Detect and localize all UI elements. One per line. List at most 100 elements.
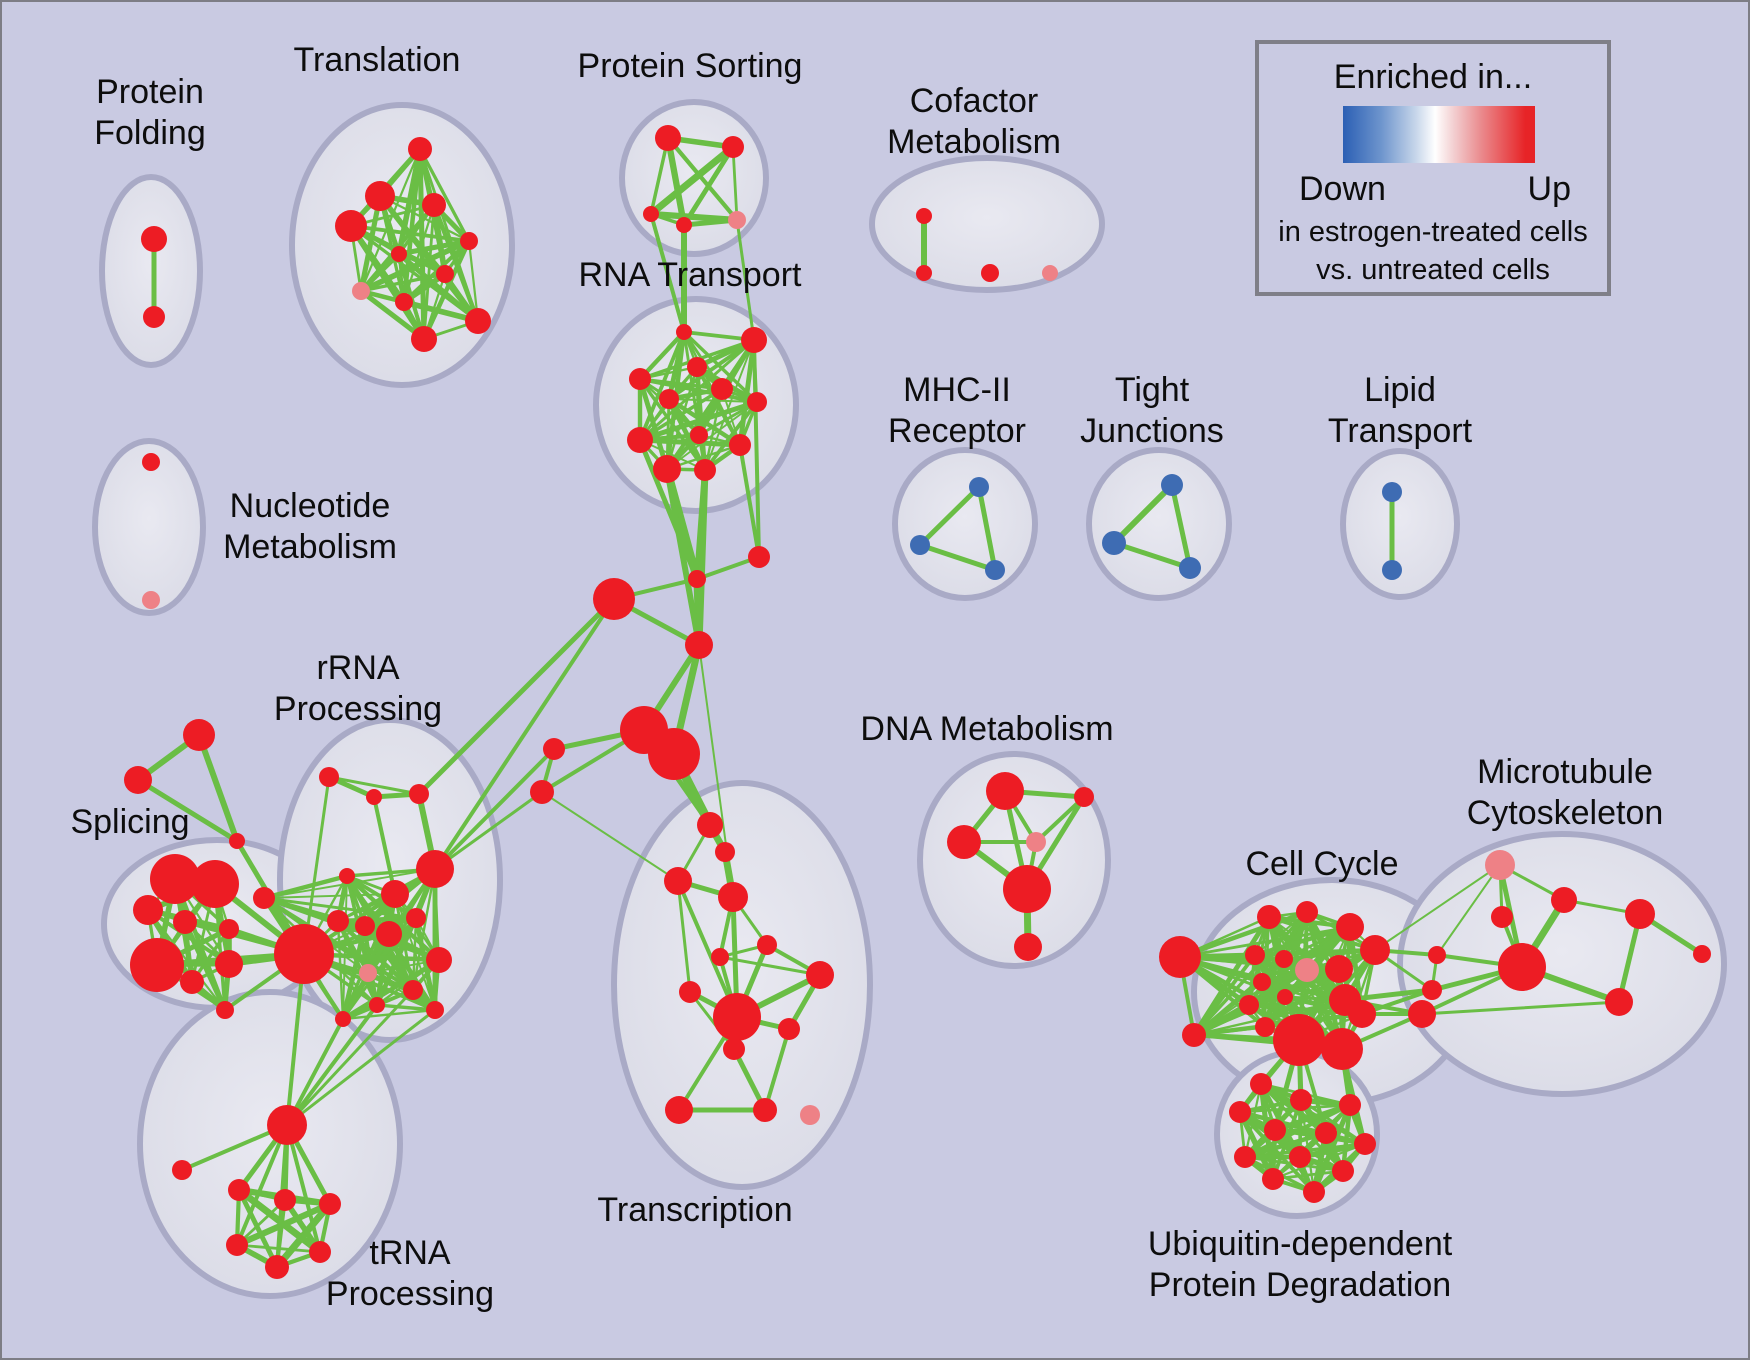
tl10-node[interactable]: [411, 326, 437, 352]
mt2-node[interactable]: [1491, 906, 1513, 928]
rr13-node[interactable]: [359, 964, 377, 982]
ub6-node[interactable]: [1354, 1133, 1376, 1155]
cc15-node[interactable]: [1255, 1017, 1275, 1037]
cn0-node[interactable]: [593, 578, 635, 620]
ub10-node[interactable]: [1262, 1168, 1284, 1190]
dn0-node[interactable]: [986, 772, 1024, 810]
cc7-node[interactable]: [1295, 958, 1319, 982]
dn5-node[interactable]: [1014, 933, 1042, 961]
sp4-node[interactable]: [219, 919, 239, 939]
rr14-node[interactable]: [403, 980, 423, 1000]
cc2-node[interactable]: [1257, 905, 1281, 929]
tx3-node[interactable]: [718, 882, 748, 912]
st2-node[interactable]: [229, 833, 245, 849]
sp6-node[interactable]: [180, 970, 204, 994]
rt5-node[interactable]: [659, 389, 679, 409]
rr7-node[interactable]: [327, 910, 349, 932]
cn5-node[interactable]: [648, 728, 700, 780]
rr11-node[interactable]: [274, 924, 334, 984]
tj0-node[interactable]: [1161, 474, 1183, 496]
pf1-node[interactable]: [143, 306, 165, 328]
cc17-node[interactable]: [1321, 1028, 1363, 1070]
mh0-node[interactable]: [969, 477, 989, 497]
ub2-node[interactable]: [1339, 1094, 1361, 1116]
ub3-node[interactable]: [1229, 1101, 1251, 1123]
dn1-node[interactable]: [947, 825, 981, 859]
ps3-node[interactable]: [676, 217, 692, 233]
tr2-node[interactable]: [228, 1179, 250, 1201]
tx10-node[interactable]: [723, 1038, 745, 1060]
nm0-node[interactable]: [142, 453, 160, 471]
tl6-node[interactable]: [436, 265, 454, 283]
sp1-node[interactable]: [191, 860, 239, 908]
rt6-node[interactable]: [747, 392, 767, 412]
rt2-node[interactable]: [687, 357, 707, 377]
tj2-node[interactable]: [1179, 557, 1201, 579]
tx7-node[interactable]: [679, 981, 701, 1003]
mh2-node[interactable]: [985, 560, 1005, 580]
rr1-node[interactable]: [366, 789, 382, 805]
mt6-node[interactable]: [1605, 988, 1633, 1016]
ub7-node[interactable]: [1234, 1146, 1256, 1168]
rr0-node[interactable]: [319, 767, 339, 787]
rr16-node[interactable]: [335, 1011, 351, 1027]
rt7-node[interactable]: [690, 426, 708, 444]
rt8-node[interactable]: [627, 427, 653, 453]
tr5-node[interactable]: [226, 1234, 248, 1256]
cf2-node[interactable]: [981, 264, 999, 282]
lp1-node[interactable]: [1382, 560, 1402, 580]
lp0-node[interactable]: [1382, 482, 1402, 502]
rr9-node[interactable]: [376, 921, 402, 947]
cc5-node[interactable]: [1245, 945, 1265, 965]
rt1-node[interactable]: [741, 327, 767, 353]
rr2-node[interactable]: [409, 784, 429, 804]
ub5-node[interactable]: [1315, 1122, 1337, 1144]
tj1-node[interactable]: [1102, 531, 1126, 555]
cc12-node[interactable]: [1239, 995, 1259, 1015]
mt8-node[interactable]: [1693, 945, 1711, 963]
ub11-node[interactable]: [1303, 1181, 1325, 1203]
rr17-node[interactable]: [426, 1001, 444, 1019]
tr4-node[interactable]: [319, 1193, 341, 1215]
tl8-node[interactable]: [395, 293, 413, 311]
tx12-node[interactable]: [753, 1098, 777, 1122]
cc3-node[interactable]: [1296, 901, 1318, 923]
rt10-node[interactable]: [653, 455, 681, 483]
rt0-node[interactable]: [676, 324, 692, 340]
rr12-node[interactable]: [426, 947, 452, 973]
rt9-node[interactable]: [729, 434, 751, 456]
cc9-node[interactable]: [1360, 935, 1390, 965]
rt11-node[interactable]: [694, 459, 716, 481]
cn7-node[interactable]: [530, 780, 554, 804]
cc6-node[interactable]: [1275, 950, 1293, 968]
cc0-node[interactable]: [1159, 936, 1201, 978]
dn3-node[interactable]: [1026, 832, 1046, 852]
ub4-node[interactable]: [1264, 1119, 1286, 1141]
cn2-node[interactable]: [748, 546, 770, 568]
tl0-node[interactable]: [408, 137, 432, 161]
cn1-node[interactable]: [688, 570, 706, 588]
cc4-node[interactable]: [1336, 913, 1364, 941]
cc16-node[interactable]: [1273, 1014, 1325, 1066]
ps4-node[interactable]: [728, 211, 746, 229]
cc11-node[interactable]: [1277, 989, 1293, 1005]
dn4-node[interactable]: [1003, 865, 1051, 913]
tr7-node[interactable]: [265, 1255, 289, 1279]
sp0-node[interactable]: [150, 854, 200, 904]
mt4-node[interactable]: [1428, 946, 1446, 964]
tl1-node[interactable]: [365, 181, 395, 211]
rt3-node[interactable]: [629, 368, 651, 390]
tr1-node[interactable]: [172, 1160, 192, 1180]
sp8-node[interactable]: [216, 1001, 234, 1019]
tl3-node[interactable]: [335, 210, 367, 242]
rr5-node[interactable]: [253, 887, 275, 909]
tx5-node[interactable]: [711, 948, 729, 966]
tx1-node[interactable]: [715, 842, 735, 862]
nm1-node[interactable]: [142, 591, 160, 609]
rr15-node[interactable]: [369, 997, 385, 1013]
cf1-node[interactable]: [916, 265, 932, 281]
ub1-node[interactable]: [1290, 1089, 1312, 1111]
sp7-node[interactable]: [215, 950, 243, 978]
ps2-node[interactable]: [643, 206, 659, 222]
rr3-node[interactable]: [416, 850, 454, 888]
